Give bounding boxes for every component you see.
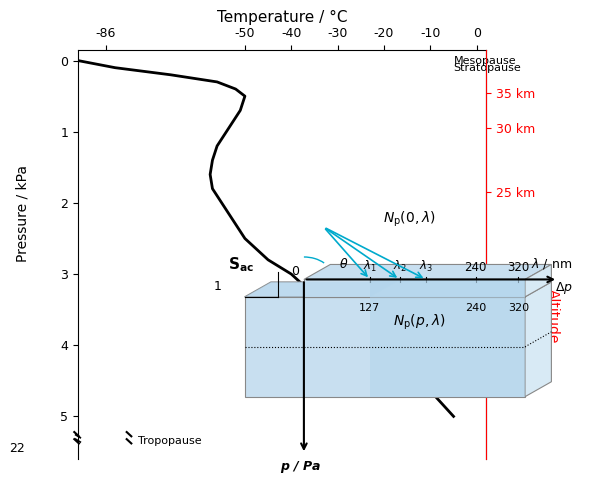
- Text: 22: 22: [9, 442, 25, 455]
- Polygon shape: [525, 264, 551, 297]
- X-axis label: Temperature / °C: Temperature / °C: [217, 9, 347, 24]
- Text: Tropopause: Tropopause: [138, 436, 202, 446]
- Polygon shape: [304, 264, 551, 279]
- Text: $\Delta p$: $\Delta p$: [555, 280, 572, 296]
- Text: $\lambda$ / nm: $\lambda$ / nm: [531, 255, 572, 271]
- Text: $\mathbf{S}_\mathbf{ac}$: $\mathbf{S}_\mathbf{ac}$: [228, 255, 254, 274]
- Text: 240: 240: [464, 261, 487, 274]
- Text: 127: 127: [359, 303, 380, 313]
- Polygon shape: [245, 282, 396, 297]
- Polygon shape: [370, 297, 525, 397]
- Text: Mesopause: Mesopause: [454, 56, 516, 66]
- Text: Stratopause: Stratopause: [454, 63, 521, 73]
- Polygon shape: [370, 279, 525, 297]
- Text: $N_\mathrm{p}(p,\lambda)$: $N_\mathrm{p}(p,\lambda)$: [393, 312, 446, 331]
- Polygon shape: [245, 297, 525, 397]
- Text: $\theta$: $\theta$: [339, 257, 348, 271]
- Text: 1: 1: [214, 280, 222, 293]
- Text: 320: 320: [507, 261, 530, 274]
- Y-axis label: Pressure / kPa: Pressure / kPa: [15, 165, 29, 262]
- Polygon shape: [304, 279, 525, 297]
- Text: 0: 0: [291, 265, 299, 278]
- Polygon shape: [525, 282, 551, 397]
- Text: $N_\mathrm{p}(0,\lambda)$: $N_\mathrm{p}(0,\lambda)$: [383, 210, 436, 229]
- Text: 240: 240: [465, 303, 486, 313]
- Text: $\lambda_3$: $\lambda_3$: [419, 259, 433, 274]
- Text: $\lambda_1$: $\lambda_1$: [363, 259, 377, 274]
- Polygon shape: [245, 282, 551, 297]
- Y-axis label: Altitude: Altitude: [545, 289, 559, 343]
- Text: $\boldsymbol{p}$ / Pa: $\boldsymbol{p}$ / Pa: [280, 459, 321, 475]
- Text: 320: 320: [508, 303, 529, 313]
- Text: $\lambda_2$: $\lambda_2$: [392, 259, 407, 274]
